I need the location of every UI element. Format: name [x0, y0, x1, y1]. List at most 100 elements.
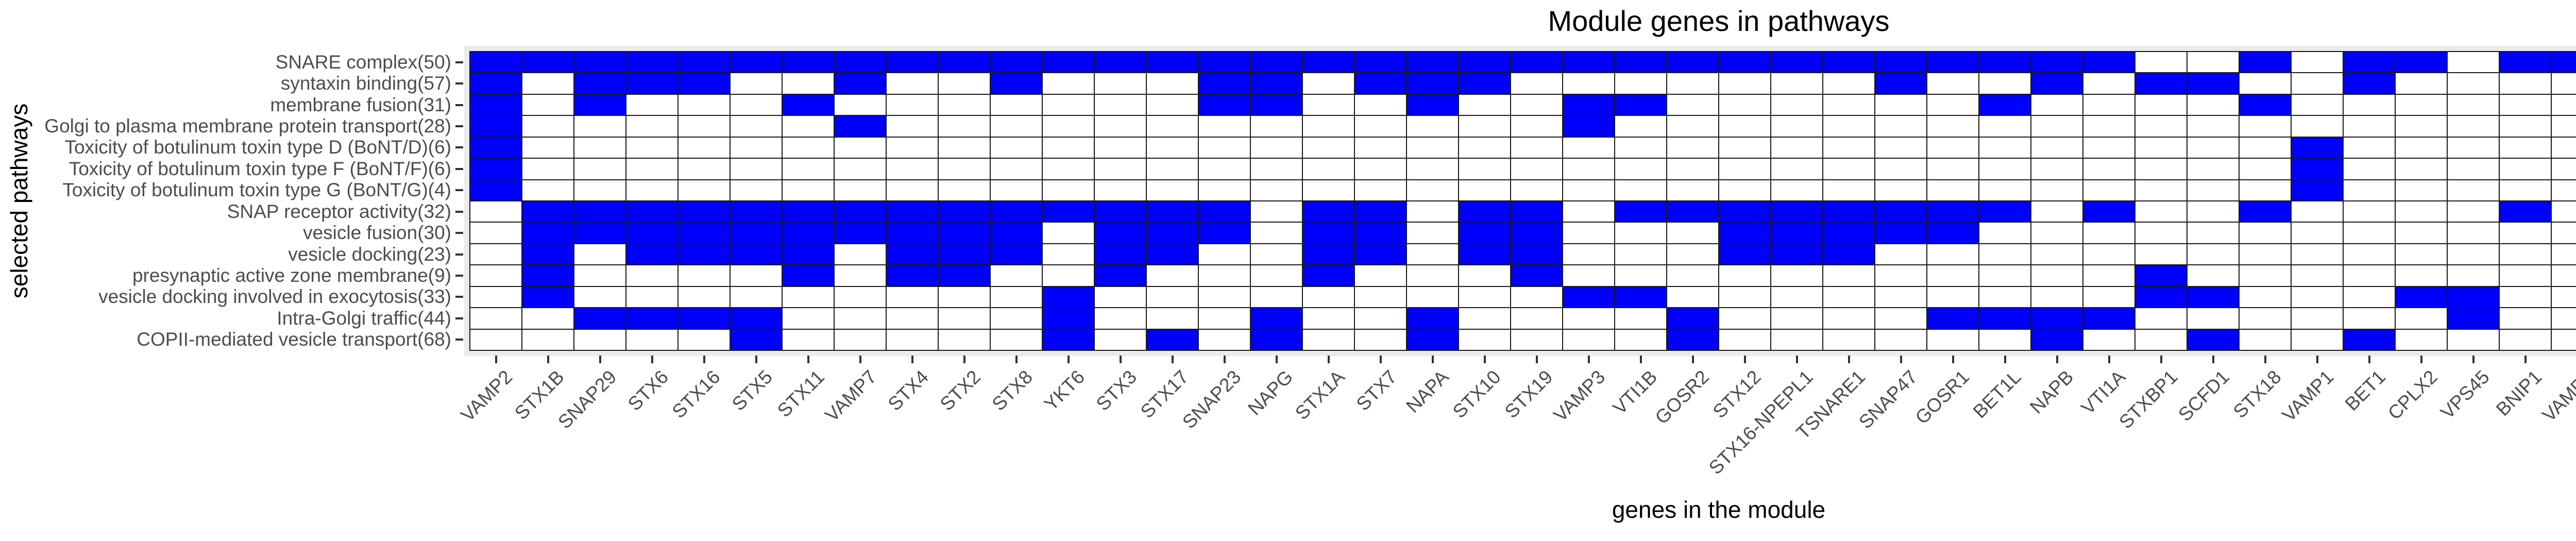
- heatmap-cell: [834, 200, 887, 223]
- heatmap-cell: [469, 51, 522, 74]
- heatmap-cell: [1822, 243, 1875, 266]
- heatmap-cell: [2082, 179, 2136, 201]
- heatmap-cell: [2551, 179, 2576, 201]
- heatmap-cell: [938, 51, 991, 74]
- heatmap-cell: [1406, 136, 1459, 159]
- heatmap-cell: [1198, 243, 1251, 266]
- heatmap-cell: [469, 158, 522, 180]
- heatmap-cell: [1926, 264, 1979, 287]
- heatmap-cell: [1666, 51, 1719, 74]
- heatmap-cell: [1354, 158, 1407, 180]
- heatmap-cell: [469, 328, 522, 351]
- heatmap-cell: [1094, 243, 1147, 266]
- heatmap-cell: [1822, 72, 1875, 95]
- heatmap-cell: [1042, 136, 1095, 159]
- x-tick: [1952, 356, 1954, 363]
- x-tick: [2160, 356, 2162, 363]
- x-axis-label: VAMP8: [2538, 366, 2576, 426]
- heatmap-cell: [2447, 243, 2500, 266]
- heatmap-cell: [677, 136, 731, 159]
- heatmap-cell: [2187, 115, 2240, 138]
- heatmap-cell: [990, 51, 1043, 74]
- heatmap-cell: [834, 328, 887, 351]
- heatmap-cell: [1510, 179, 1563, 201]
- heatmap-cell: [782, 243, 835, 266]
- heatmap-cell: [1926, 72, 1979, 95]
- heatmap-cell: [1822, 285, 1875, 309]
- heatmap-cell: [1562, 307, 1615, 330]
- heatmap-cell: [2082, 93, 2136, 116]
- heatmap-cell: [2082, 222, 2136, 244]
- heatmap-cell: [1250, 179, 1303, 201]
- heatmap-cell: [521, 222, 574, 244]
- y-tick: [455, 210, 463, 213]
- heatmap-cell: [2343, 158, 2396, 180]
- heatmap-cell: [990, 72, 1043, 95]
- x-tick: [911, 356, 913, 363]
- heatmap-cell: [1822, 136, 1875, 159]
- heatmap-cell: [1302, 200, 1355, 223]
- heatmap-cell: [1406, 93, 1459, 116]
- heatmap-cell: [677, 72, 731, 95]
- heatmap-cell: [1354, 307, 1407, 330]
- heatmap-cell: [2082, 115, 2136, 138]
- heatmap-cell: [2447, 158, 2500, 180]
- heatmap-cell: [2551, 243, 2576, 266]
- heatmap-cell: [2187, 307, 2240, 330]
- heatmap-cell: [1926, 328, 1979, 351]
- heatmap-cell: [1042, 72, 1095, 95]
- heatmap-cell: [2239, 243, 2292, 266]
- y-axis-label: Toxicity of botulinum toxin type D (BoNT…: [64, 137, 451, 158]
- x-axis-label: STX16: [668, 366, 725, 422]
- heatmap-cell: [1770, 136, 1823, 159]
- heatmap-cell: [2395, 136, 2448, 159]
- x-tick: [1639, 356, 1642, 363]
- heatmap-cell: [1406, 285, 1459, 309]
- heatmap-cell: [2239, 222, 2292, 244]
- heatmap-cell: [2187, 179, 2240, 201]
- heatmap-cell: [1146, 158, 1199, 180]
- heatmap-cell: [886, 264, 939, 287]
- heatmap-cell: [2030, 307, 2083, 330]
- heatmap-cell: [1874, 222, 1927, 244]
- heatmap-cell: [573, 72, 626, 95]
- heatmap-cell: [2291, 328, 2344, 351]
- x-tick: [2004, 356, 2006, 363]
- x-tick: [1223, 356, 1226, 363]
- heatmap-cell: [834, 307, 887, 330]
- heatmap-cell: [2134, 51, 2188, 74]
- heatmap-cell: [990, 136, 1043, 159]
- heatmap-cell: [2187, 200, 2240, 223]
- y-axis-label: vesicle fusion(30): [303, 222, 451, 244]
- heatmap-cell: [1822, 328, 1875, 351]
- heatmap-cell: [2551, 285, 2576, 309]
- heatmap-cell: [1614, 51, 1667, 74]
- heatmap-cell: [573, 264, 626, 287]
- heatmap-cell: [1510, 72, 1563, 95]
- heatmap-cell: [1250, 93, 1303, 116]
- x-tick: [1119, 356, 1122, 363]
- heatmap-cell: [1614, 328, 1667, 351]
- heatmap-cell: [1198, 51, 1251, 74]
- heatmap-cell: [1198, 115, 1251, 138]
- heatmap-cell: [1874, 200, 1927, 223]
- heatmap-cell: [1822, 222, 1875, 244]
- x-axis-label: YKT6: [1040, 366, 1089, 415]
- heatmap-cell: [1198, 136, 1251, 159]
- y-axis-label: SNARE complex(50): [275, 51, 451, 73]
- heatmap-cell: [2395, 72, 2448, 95]
- heatmap-cell: [573, 115, 626, 138]
- heatmap-cell: [1458, 328, 1511, 351]
- heatmap-cell: [521, 158, 574, 180]
- heatmap-cell: [1094, 222, 1147, 244]
- heatmap-cell: [1614, 136, 1667, 159]
- heatmap-cell: [782, 307, 835, 330]
- heatmap-cell: [1250, 72, 1303, 95]
- heatmap-cell: [1770, 72, 1823, 95]
- heatmap-cell: [2343, 115, 2396, 138]
- heatmap-cell: [1718, 222, 1771, 244]
- heatmap-cell: [1822, 179, 1875, 201]
- heatmap-cell: [782, 72, 835, 95]
- heatmap-cell: [1562, 179, 1615, 201]
- x-tick: [1275, 356, 1278, 363]
